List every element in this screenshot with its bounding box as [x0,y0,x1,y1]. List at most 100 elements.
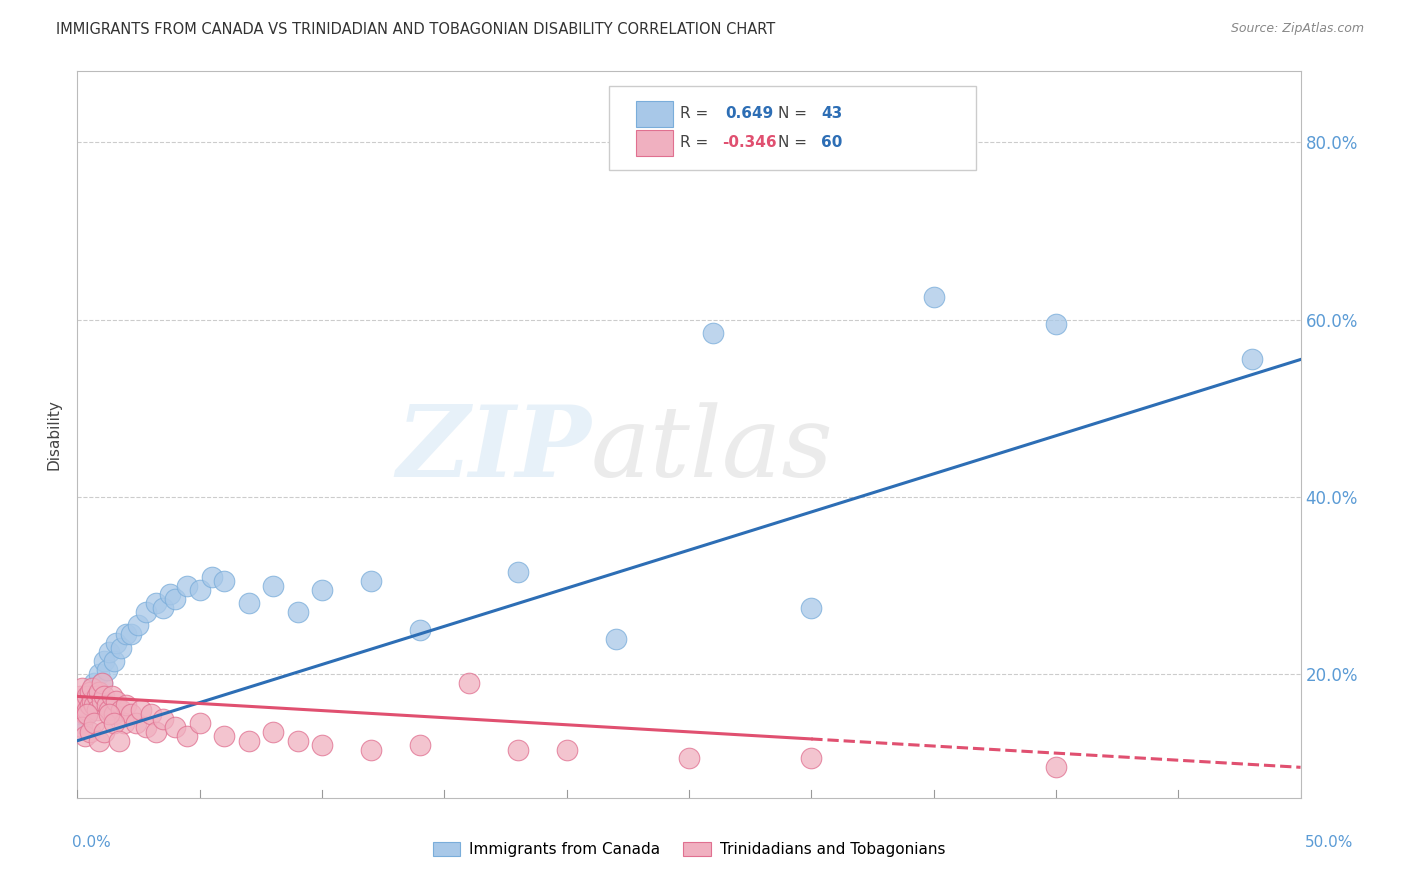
Point [93,654,115,668]
Point [103,654,125,668]
Point [79,698,101,713]
Point [201,570,224,584]
Point [125,716,148,731]
Point [80,694,103,708]
Text: R =: R = [681,106,713,121]
Point [73,703,96,717]
Point [79,724,101,739]
Point [89,733,111,747]
Point [212,574,235,588]
Point [287,605,309,619]
Text: N =: N = [779,106,813,121]
Point [238,596,260,610]
Point [98,703,121,717]
Point [311,738,333,752]
Point [165,720,187,734]
Point [103,716,125,731]
Point [311,582,333,597]
Text: ZIP: ZIP [396,401,591,498]
Point [135,720,157,734]
Point [79,685,101,699]
Point [702,326,724,340]
Point [165,591,187,606]
Point [188,582,211,597]
Point [287,733,309,747]
FancyBboxPatch shape [637,101,673,127]
Point [76,703,98,717]
Point [115,698,138,713]
Point [70,720,93,734]
Point [360,574,382,588]
Point [73,729,96,743]
Point [83,716,105,731]
Point [98,707,121,722]
Point [120,707,142,722]
Point [76,690,98,704]
Point [555,742,578,756]
Point [105,636,128,650]
Point [86,685,108,699]
Point [69,707,91,722]
Point [93,690,115,704]
Point [120,627,142,641]
Text: IMMIGRANTS FROM CANADA VS TRINIDADIAN AND TOBAGONIAN DISABILITY CORRELATION CHAR: IMMIGRANTS FROM CANADA VS TRINIDADIAN AN… [56,22,776,37]
FancyBboxPatch shape [637,129,673,156]
Text: 0.649: 0.649 [725,106,773,121]
Point [86,690,108,704]
Point [1240,352,1263,367]
Text: -0.346: -0.346 [721,136,776,151]
FancyBboxPatch shape [609,86,976,169]
Point [145,596,167,610]
Point [506,566,529,580]
Text: 43: 43 [821,106,842,121]
Point [152,600,174,615]
Point [93,724,115,739]
Text: 0.0%: 0.0% [72,836,111,850]
Point [70,698,93,713]
Y-axis label: Disability: Disability [46,400,62,470]
Point [115,627,138,641]
Text: N =: N = [779,136,813,151]
Point [506,742,529,756]
Point [457,676,479,690]
Point [98,645,121,659]
Point [800,751,823,765]
Text: Source: ZipAtlas.com: Source: ZipAtlas.com [1230,22,1364,36]
Point [73,694,96,708]
Point [188,716,211,731]
Point [96,698,118,713]
Text: atlas: atlas [591,401,834,497]
Point [139,707,162,722]
Legend: Immigrants from Canada, Trinidadians and Tobagonians: Immigrants from Canada, Trinidadians and… [426,836,952,863]
Point [159,587,181,601]
Point [108,733,131,747]
Point [110,703,132,717]
Point [100,690,122,704]
Point [105,694,128,708]
Point [89,667,111,681]
Point [135,605,157,619]
Text: R =: R = [681,136,713,151]
Point [176,729,198,743]
Point [90,676,112,690]
Point [86,703,108,717]
Text: 50.0%: 50.0% [1305,836,1353,850]
Point [678,751,700,765]
Point [73,707,96,722]
Point [129,703,152,717]
Point [922,290,945,304]
Point [176,578,198,592]
Point [79,690,101,704]
Point [80,681,103,695]
Point [89,685,111,699]
Point [262,724,284,739]
Point [83,698,105,713]
Point [76,707,98,722]
Point [90,694,112,708]
Point [800,600,823,615]
Point [262,578,284,592]
Point [73,694,96,708]
Point [70,681,93,695]
Point [90,676,112,690]
Point [112,716,135,731]
